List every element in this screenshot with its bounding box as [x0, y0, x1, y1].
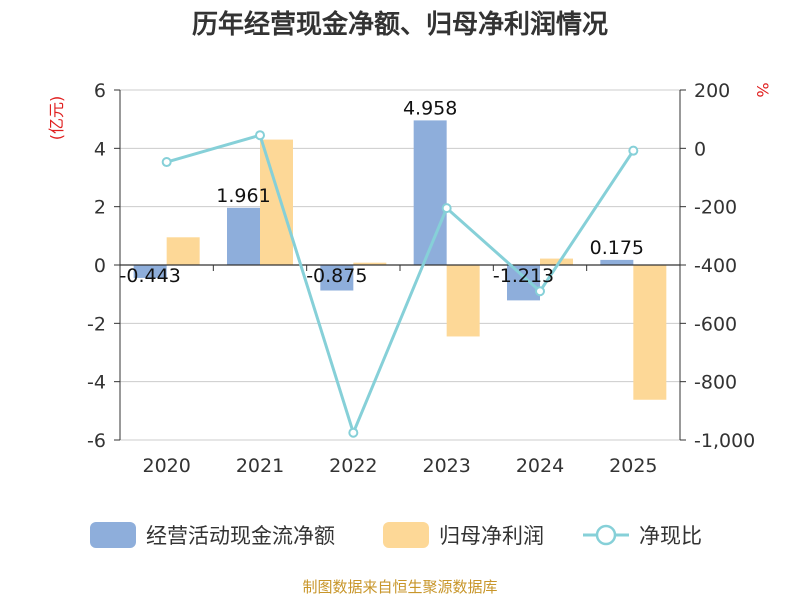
left-axis-tick-label: 4: [94, 138, 106, 160]
right-axis-tick-label: 0: [694, 138, 706, 160]
ratio-line: [166, 133, 635, 438]
legend-item[interactable]: 净现比: [583, 524, 702, 548]
net-profit-bar: [540, 258, 573, 265]
x-axis-tick-label: 2021: [236, 455, 284, 477]
cashflow-data-label: 0.175: [590, 237, 644, 259]
left-axis-tick-label: -6: [87, 430, 106, 452]
cashflow-bar: [133, 265, 167, 278]
legend-label: 归母净利润: [439, 524, 544, 548]
ratio-point: [628, 145, 639, 156]
x-axis-tick-label: 2020: [142, 455, 190, 477]
legend-item[interactable]: 归母净利润: [383, 522, 544, 548]
right-axis-tick-label: -600: [694, 313, 737, 335]
line-layer: [161, 130, 639, 438]
right-axis-tick-label: -1,000: [694, 430, 755, 452]
legend-label: 经营活动现金流净额: [146, 524, 335, 548]
legend-item[interactable]: 经营活动现金流净额: [90, 522, 335, 548]
data-source-note: 制图数据来自恒生聚源数据库: [302, 578, 497, 596]
left-axis-tick-label: 6: [94, 80, 106, 102]
cashflow-bar: [227, 207, 260, 265]
left-axis-tick-label: -4: [87, 372, 106, 394]
ratio-point: [255, 130, 265, 141]
right-axis-tick-label: 200: [694, 80, 730, 102]
right-axis-tick-label: -200: [694, 197, 737, 219]
cashflow-data-label: 4.958: [403, 97, 457, 119]
legend[interactable]: 经营活动现金流净额 归母净利润 净现比: [90, 522, 702, 548]
right-axis-tick-label: -800: [694, 372, 737, 394]
x-axis-tick-label: 2022: [329, 455, 377, 477]
net-profit-bar: [446, 265, 480, 337]
axes: 6 4 2 0 -2 -4 -6 200 0 -200 -400 -600 -800 -1,000 2020…: [87, 80, 755, 477]
data-labels: -0.443 1.961 -0.875 4.958 -1.213 0.175: [120, 97, 644, 287]
cashflow-data-label: -0.443: [120, 265, 181, 287]
ratio-point: [441, 203, 452, 214]
cashflow-data-label: 1.961: [216, 185, 270, 207]
net-profit-bar: [633, 265, 667, 400]
legend-swatch: [90, 522, 136, 548]
cashflow-bar: [320, 265, 354, 291]
net-profit-bar: [260, 139, 293, 265]
net-profit-bar: [166, 237, 200, 265]
ratio-point: [348, 427, 359, 438]
right-axis-unit: %: [753, 82, 772, 97]
cashflow-bar: [507, 265, 540, 301]
left-axis-tick-label: 2: [94, 197, 106, 219]
chart-title: 历年经营现金净额、归母净利润情况: [192, 9, 608, 40]
x-axis-tick-label: 2024: [516, 455, 564, 477]
left-axis-unit: (亿元): [47, 96, 66, 141]
ratio-point: [161, 157, 172, 168]
left-axis-tick-label: 0: [94, 255, 106, 277]
cashflow-bar: [413, 120, 447, 266]
left-axis-tick-label: -2: [87, 313, 106, 335]
legend-swatch: [383, 522, 429, 548]
cashflow-data-label: -1.213: [493, 265, 554, 287]
ratio-point: [535, 286, 545, 297]
right-axis-tick-label: -400: [694, 255, 737, 277]
cashflow-data-label: -0.875: [306, 265, 367, 287]
net-profit-bar: [353, 262, 387, 265]
cashflow-bar: [600, 259, 634, 265]
x-axis-tick-label: 2023: [422, 455, 470, 477]
bar-layer: [133, 120, 667, 400]
x-axis-tick-label: 2025: [609, 455, 657, 477]
legend-marker: [595, 524, 617, 546]
legend-label: 净现比: [639, 524, 702, 548]
